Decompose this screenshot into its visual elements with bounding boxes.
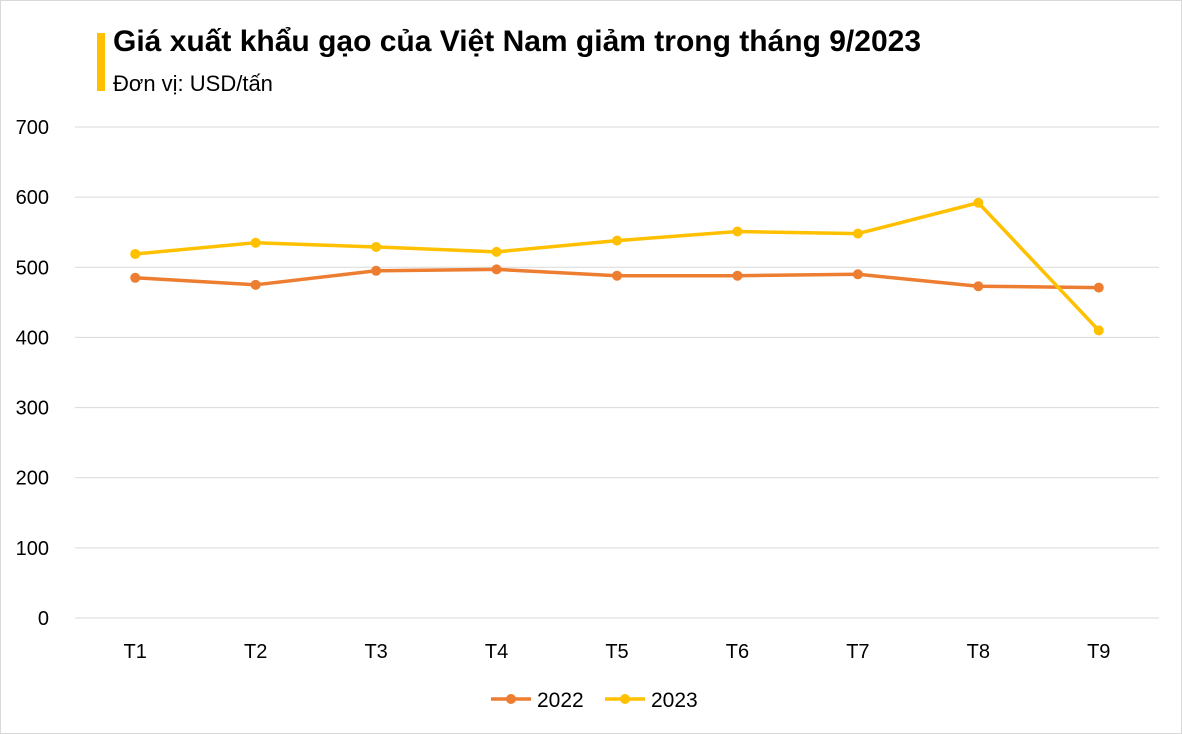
- x-tick-label: T4: [485, 641, 508, 663]
- x-tick-label: T5: [605, 641, 628, 663]
- data-point-2023: [250, 237, 261, 248]
- data-point-2022: [371, 265, 382, 276]
- data-point-2022: [1093, 282, 1104, 293]
- data-point-2023: [612, 235, 622, 246]
- x-tick-label: T3: [364, 641, 387, 663]
- data-point-2022: [130, 272, 141, 283]
- x-tick-label: T9: [1087, 641, 1110, 663]
- y-tick-label: 400: [16, 327, 49, 349]
- data-point-2023: [1093, 325, 1104, 336]
- y-tick-label: 300: [16, 398, 49, 420]
- data-point-2023: [491, 246, 502, 257]
- legend-label-2023: 2023: [651, 689, 698, 712]
- x-tick-label: T2: [244, 641, 267, 663]
- legend-marker-2023: [620, 694, 630, 704]
- data-point-2022: [852, 269, 863, 280]
- chart-subtitle: Đơn vị: USD/tấn: [113, 71, 273, 96]
- chart-title: Giá xuất khẩu gạo của Việt Nam giảm tron…: [113, 25, 922, 58]
- y-tick-label: 100: [16, 538, 49, 560]
- data-point-2022: [732, 270, 743, 281]
- data-point-2022: [973, 281, 984, 292]
- data-point-2023: [973, 197, 984, 208]
- legend-label-2022: 2022: [537, 689, 584, 712]
- x-tick-label: T8: [967, 641, 990, 663]
- y-tick-label: 500: [16, 257, 49, 279]
- data-point-2023: [852, 228, 863, 239]
- title-accent-bar: [97, 33, 105, 91]
- data-point-2022: [612, 270, 622, 281]
- series-line-2023: [133, 201, 1101, 333]
- x-tick-label: T1: [124, 641, 147, 663]
- legend-marker-2022: [506, 694, 516, 704]
- data-point-2023: [130, 248, 141, 259]
- data-point-2022: [250, 279, 261, 290]
- data-point-2022: [491, 264, 502, 275]
- data-point-2023: [732, 226, 743, 237]
- y-tick-label: 700: [16, 117, 49, 139]
- y-tick-label: 600: [16, 187, 49, 209]
- data-point-2023: [371, 241, 382, 252]
- x-tick-label: T7: [846, 641, 869, 663]
- y-tick-label: 0: [38, 608, 49, 630]
- y-tick-label: 200: [16, 468, 49, 490]
- x-tick-label: T6: [726, 641, 749, 663]
